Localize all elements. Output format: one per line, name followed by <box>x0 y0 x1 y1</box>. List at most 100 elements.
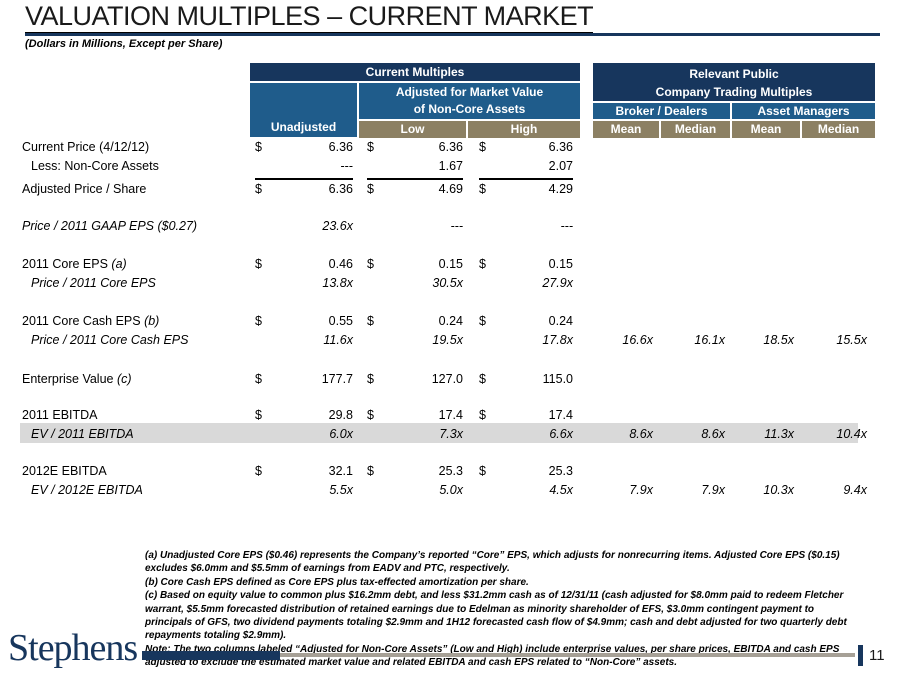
cell-unadjusted: $29.8 <box>255 408 353 422</box>
header-asset-median: Median <box>802 121 875 138</box>
currency-symbol: $ <box>367 182 374 196</box>
page-title: VALUATION MULTIPLES – CURRENT MARKET <box>25 1 594 34</box>
currency-symbol: $ <box>479 408 486 422</box>
row-label: EV / 2012E EBITDA <box>31 483 143 497</box>
table-row: 2011 EBITDA $29.8 $17.4 $17.4 <box>0 407 898 426</box>
currency-symbol: $ <box>479 314 486 328</box>
cell-high: 27.9x <box>542 276 573 290</box>
currency-symbol: $ <box>255 182 262 196</box>
highlight-bar <box>20 423 858 443</box>
currency-symbol: $ <box>255 372 262 386</box>
cell-high: $0.15 <box>479 257 573 271</box>
cell-high: $6.36 <box>479 140 573 154</box>
cell-high: 17.8x <box>542 333 573 347</box>
footnote-c: (c) Based on equity value to common plus… <box>145 590 847 642</box>
cell-low: 1.67 <box>438 159 463 173</box>
footer-navy-bar <box>142 651 280 660</box>
row-label: 2012E EBITDA <box>22 464 107 478</box>
cell-high: $25.3 <box>479 464 573 478</box>
cell-broker-mean: 8.6x <box>629 427 653 441</box>
header-low: Low <box>359 121 466 138</box>
cell-unadjusted: $32.1 <box>255 464 353 478</box>
sum-rule <box>479 178 573 180</box>
cell-broker-median: 7.9x <box>701 483 725 497</box>
header-high: High <box>468 121 580 138</box>
cell-low: 19.5x <box>432 333 463 347</box>
cell-low: $6.36 <box>367 140 463 154</box>
currency-symbol: $ <box>479 464 486 478</box>
currency-symbol: $ <box>367 140 374 154</box>
header-relevant-public: Relevant Public Company Trading Multiple… <box>593 63 875 101</box>
header-adjusted-non-core: Adjusted for Market Value of Non-Core As… <box>359 83 580 119</box>
cell-unadjusted: 5.5x <box>329 483 353 497</box>
cell-asset-mean: 18.5x <box>763 333 794 347</box>
row-label: Enterprise Value (c) <box>22 372 132 386</box>
cell-high: $4.29 <box>479 182 573 196</box>
cell-broker-mean: 16.6x <box>622 333 653 347</box>
row-label: Adjusted Price / Share <box>22 182 147 196</box>
row-label-note: (b) <box>144 314 160 328</box>
row-label: Price / 2011 GAAP EPS ($0.27) <box>22 219 198 233</box>
table-row: Price / 2011 Core EPS 13.8x 30.5x 27.9x <box>0 275 898 294</box>
sum-rule <box>255 178 353 180</box>
table-row: EV / 2011 EBITDA 6.0x 7.3x 6.6x 8.6x 8.6x 11.3… <box>0 426 898 445</box>
header-broker-median: Median <box>661 121 730 138</box>
table-row: Price / 2011 Core Cash EPS 11.6x 19.5x 17.8… <box>0 332 898 351</box>
cell-asset-median: 10.4x <box>836 427 867 441</box>
cell-unadjusted: $0.46 <box>255 257 353 271</box>
cell-high: $17.4 <box>479 408 573 422</box>
cell-low: --- <box>450 219 464 233</box>
page-number: 11 <box>869 647 885 664</box>
cell-asset-mean: 10.3x <box>763 483 794 497</box>
currency-symbol: $ <box>367 314 374 328</box>
cell-high: --- <box>560 219 574 233</box>
row-label: 2011 Core Cash EPS (b) <box>22 314 160 328</box>
currency-symbol: $ <box>255 464 262 478</box>
table-row: 2011 Core EPS (a) $0.46 $0.15 $0.15 <box>0 256 898 275</box>
currency-symbol: $ <box>367 257 374 271</box>
currency-symbol: $ <box>367 372 374 386</box>
cell-asset-mean: 11.3x <box>764 427 794 441</box>
cell-low: 5.0x <box>439 483 463 497</box>
footer-gray-bar <box>280 653 855 657</box>
cell-unadjusted: $6.36 <box>255 140 353 154</box>
cell-unadjusted: 23.6x <box>322 219 353 233</box>
cell-unadjusted: $0.55 <box>255 314 353 328</box>
row-label: Less: Non-Core Assets <box>31 159 159 173</box>
cell-low: 7.3x <box>439 427 463 441</box>
row-label: EV / 2011 EBITDA <box>31 427 134 441</box>
table-row: 2012E EBITDA $32.1 $25.3 $25.3 <box>0 463 898 482</box>
cell-broker-median: 16.1x <box>694 333 725 347</box>
cell-high: $0.24 <box>479 314 573 328</box>
cell-low: $127.0 <box>367 372 463 386</box>
cell-unadjusted: $177.7 <box>255 372 353 386</box>
table-row: EV / 2012E EBITDA 5.5x 5.0x 4.5x 7.9x 7.9x 10.… <box>0 482 898 501</box>
header-unadjusted: Unadjusted <box>250 83 357 137</box>
row-label-note: (c) <box>116 372 132 386</box>
header-asset-mean: Mean <box>732 121 800 138</box>
row-label: Price / 2011 Core Cash EPS <box>31 333 189 347</box>
cell-low: $25.3 <box>367 464 463 478</box>
cell-unadjusted: 13.8x <box>322 276 353 290</box>
page-number-bar <box>858 645 863 666</box>
cell-unadjusted: 11.6x <box>323 333 353 347</box>
title-rule <box>25 33 880 36</box>
currency-symbol: $ <box>479 257 486 271</box>
footnote-note: Note: The two columns labeled “Adjusted … <box>145 643 840 669</box>
page-subtitle: (Dollars in Millions, Except per Share) <box>25 38 223 50</box>
cell-high: 4.5x <box>549 483 573 497</box>
table-row: Enterprise Value (c) $177.7 $127.0 $115.0 <box>0 371 898 390</box>
currency-symbol: $ <box>479 140 486 154</box>
row-label-note: (a) <box>111 257 127 271</box>
cell-high: $115.0 <box>479 372 573 386</box>
currency-symbol: $ <box>255 257 262 271</box>
cell-asset-median: 9.4x <box>843 483 867 497</box>
cell-high: 6.6x <box>549 427 573 441</box>
row-label: Price / 2011 Core EPS <box>31 276 156 290</box>
row-label: 2011 Core EPS (a) <box>22 257 127 271</box>
table-row: Less: Non-Core Assets --- 1.67 2.07 <box>0 158 898 177</box>
cell-high: 2.07 <box>548 159 573 173</box>
cell-low: 30.5x <box>432 276 463 290</box>
cell-low: $0.24 <box>367 314 463 328</box>
